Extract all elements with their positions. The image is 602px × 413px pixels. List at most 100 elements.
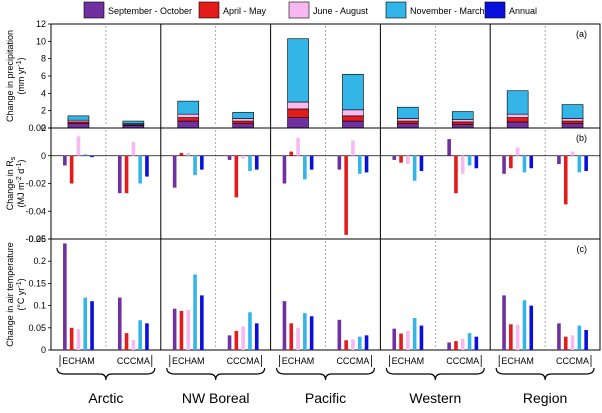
bar-a-nw-boreal-cccma-am: [232, 120, 254, 124]
bar-b-western-echam-so: [392, 155, 397, 160]
y-axis-label-b: Change in Rs: [5, 156, 17, 210]
bar-c-western-echam-ja: [406, 330, 410, 350]
region-label-western: Western: [409, 390, 461, 406]
model-label-cccma: CCCMA: [117, 356, 150, 366]
y-tick-label: 0.15: [28, 278, 46, 288]
bar-a-western-echam-so: [397, 123, 419, 129]
bar-b-pacific-cccma-nm: [357, 155, 362, 174]
y-axis-unit-superscript: -1: [16, 60, 23, 66]
bar-b-pacific-cccma-am: [344, 155, 348, 235]
model-label-echam: ECHAM: [282, 356, 315, 366]
y-tick-label: -0.04: [25, 206, 46, 216]
y-tick-label: 0: [41, 123, 46, 133]
bar-c-pacific-cccma-an: [364, 335, 369, 350]
bar-c-nw-boreal-echam-an: [200, 295, 204, 350]
bar-a-region-echam-ja: [506, 113, 529, 118]
bar-c-arctic-echam-so: [63, 243, 67, 350]
bar-b-region-cccma-nm: [577, 155, 582, 173]
y-axis-unit-superscript: -1: [16, 162, 23, 168]
y-tick-label: 0.1: [33, 301, 46, 311]
bar-c-arctic-echam-an: [90, 301, 94, 350]
bar-c-arctic-cccma-ja: [131, 340, 136, 350]
bar-c-region-cccma-am: [563, 336, 568, 350]
bar-c-arctic-cccma-am: [124, 333, 129, 350]
y-tick-label: 12: [36, 19, 46, 29]
bar-a-nw-boreal-cccma-so: [232, 123, 254, 129]
bar-a-region-echam-nm: [506, 90, 529, 115]
bar-b-nw-boreal-cccma-ja: [241, 155, 245, 159]
y-axis-unit-superscript: -1: [16, 281, 23, 287]
y-axis-unit-tail: ): [16, 57, 26, 60]
legend-label-ja: June - August: [313, 6, 369, 16]
bar-b-nw-boreal-cccma-nm: [248, 155, 252, 172]
bar-c-nw-boreal-echam-so: [172, 308, 177, 350]
y-tick-label: 0.25: [28, 234, 46, 244]
y-axis-unit-c: (°C yr-1): [16, 278, 26, 310]
bar-b-western-echam-am: [399, 155, 403, 163]
bar-b-western-cccma-nm: [467, 155, 472, 166]
bar-a-pacific-echam-nm: [287, 38, 309, 103]
bar-b-nw-boreal-echam-am: [179, 152, 184, 156]
bar-a-western-cccma-am: [451, 121, 474, 125]
bar-b-region-cccma-am: [563, 155, 568, 205]
model-label-echam: ECHAM: [172, 356, 205, 366]
legend-label-nm: November - March: [410, 6, 485, 16]
bar-a-arctic-echam-so: [67, 123, 90, 129]
bar-a-nw-boreal-echam-ja: [177, 113, 200, 118]
y-tick-label: 8: [41, 54, 46, 64]
bar-c-arctic-cccma-so: [117, 297, 122, 350]
y-axis-unit-b: (MJ m-2 d-1): [16, 160, 26, 208]
bar-b-region-echam-an: [529, 155, 534, 169]
model-label-echam: ECHAM: [392, 356, 425, 366]
bar-b-arctic-echam-an: [90, 155, 94, 158]
bar-b-nw-boreal-echam-ja: [186, 152, 191, 156]
bar-b-nw-boreal-cccma-an: [254, 155, 259, 170]
bar-a-arctic-echam-nm: [67, 115, 90, 121]
y-axis-unit-superscript: -2: [16, 176, 23, 182]
y-axis-label-c: Change in air temperature: [5, 242, 15, 347]
bar-a-nw-boreal-echam-nm: [177, 100, 200, 115]
bar-c-region-echam-am: [509, 324, 513, 350]
legend-label-so: September - October: [108, 6, 192, 16]
y-tick-label: 0: [41, 151, 46, 161]
bar-b-western-cccma-am: [454, 155, 458, 194]
bar-a-pacific-echam-ja: [287, 101, 309, 110]
bar-c-nw-boreal-echam-am: [179, 310, 184, 350]
legend-swatch-so: [83, 1, 105, 19]
y-tick-label: 4: [41, 88, 46, 98]
bar-b-western-echam-nm: [412, 155, 417, 181]
y-tick-label: 2: [41, 106, 46, 116]
bar-a-nw-boreal-cccma-ja: [232, 118, 254, 122]
bar-c-nw-boreal-cccma-ja: [241, 326, 245, 350]
region-label-nw-boreal: NW Boreal: [182, 390, 250, 406]
bar-c-western-cccma-an: [474, 336, 479, 350]
bar-b-region-cccma-ja: [570, 151, 575, 156]
region-brace: [166, 367, 266, 381]
bar-a-region-cccma-ja: [561, 118, 584, 122]
bar-c-arctic-cccma-nm: [138, 320, 142, 350]
bar-b-pacific-echam-so: [282, 155, 287, 184]
legend-swatch-nm: [385, 1, 407, 19]
bar-a-western-echam-nm: [397, 106, 419, 119]
model-label-cccma: CCCMA: [336, 356, 369, 366]
bar-a-pacific-cccma-ja: [342, 109, 364, 117]
region-brace: [385, 367, 485, 381]
bar-a-western-cccma-ja: [451, 119, 474, 123]
y-tick-label: 0: [41, 345, 46, 355]
bar-c-pacific-echam-am: [289, 323, 294, 350]
bar-c-region-cccma-an: [584, 330, 588, 350]
bar-a-arctic-cccma-nm: [122, 120, 145, 124]
region-label-arctic: Arctic: [88, 390, 123, 406]
bar-c-pacific-echam-an: [309, 316, 314, 350]
bar-c-region-cccma-so: [557, 323, 561, 350]
bar-c-western-cccma-nm: [467, 333, 472, 350]
bar-c-pacific-echam-so: [282, 301, 287, 350]
bar-a-western-echam-am: [397, 120, 419, 124]
bar-b-arctic-cccma-ja: [131, 141, 136, 156]
bar-b-arctic-cccma-nm: [138, 155, 142, 184]
panel-frame-c: [50, 238, 601, 351]
y-tick-label: 0.02: [28, 123, 46, 133]
bar-c-region-echam-so: [502, 295, 506, 350]
model-label-cccma: CCCMA: [227, 356, 260, 366]
